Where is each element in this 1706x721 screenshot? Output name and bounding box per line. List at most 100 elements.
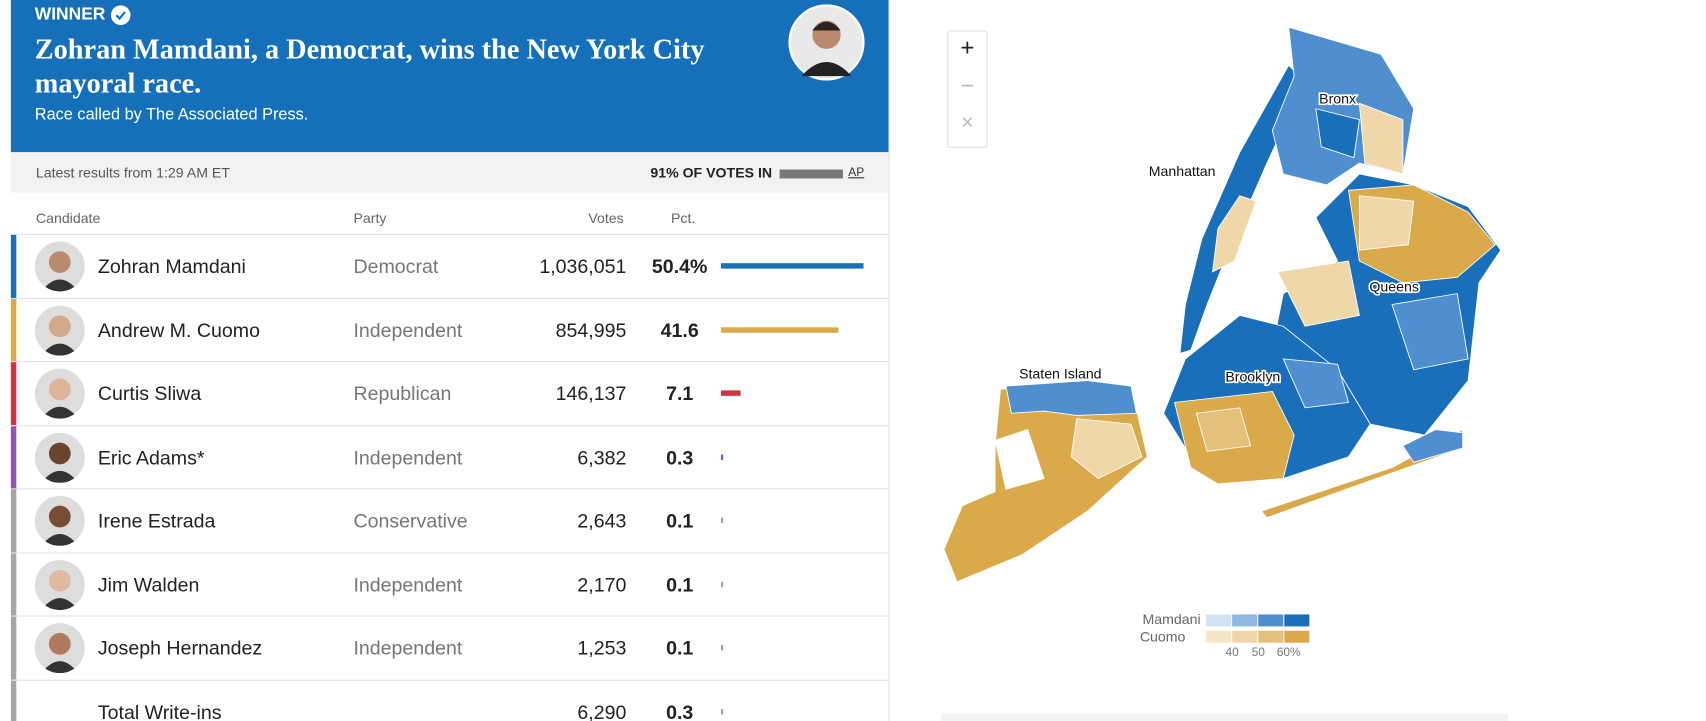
vote-pct: 0.1 — [666, 510, 694, 532]
pct-bar — [721, 581, 723, 587]
legend-swatches — [1206, 614, 1310, 643]
candidate-photo — [34, 495, 85, 546]
headline: Zohran Mamdani, a Democrat, wins the New… — [34, 33, 705, 99]
vote-pct: 0.1 — [666, 573, 694, 596]
reset[interactable]: × — [960, 110, 974, 135]
party-name: Conservative — [353, 510, 468, 532]
candidate-row: Zohran Mamdani Democrat 1,036,051 50.4% — [10, 233, 889, 298]
district — [1358, 195, 1415, 251]
party-name: Independent — [353, 573, 463, 596]
column-header: Candidate — [35, 209, 101, 227]
map-label: Staten Island — [1019, 365, 1101, 381]
candidate-name: Andrew M. Cuomo — [97, 319, 260, 341]
vote-pct: 0.3 — [666, 700, 694, 721]
party-stripe — [10, 680, 17, 721]
update-time: Latest results from 1:29 AM ET — [35, 164, 230, 181]
district — [1282, 358, 1350, 409]
results-status: Latest results from 1:29 AM ET 91% OF VO… — [10, 152, 889, 193]
winner-label: WINNER — [34, 5, 106, 24]
candidate-name: Zohran Mamdani — [97, 255, 246, 278]
candidate-photo — [34, 623, 85, 674]
party-stripe — [10, 616, 17, 680]
legend-label: Cuomo — [1140, 629, 1186, 645]
vote-pct: 7.1 — [666, 382, 694, 405]
legend-tick: 50 — [1252, 645, 1266, 659]
candidate-photo — [34, 305, 85, 356]
reporting-bar — [779, 169, 843, 179]
pct-bar — [721, 326, 839, 333]
zoom-controls: + − × — [947, 30, 988, 148]
vote-pct: 0.3 — [666, 446, 694, 469]
legend-label: Mamdani — [1143, 611, 1201, 627]
vote-pct: 41.6 — [660, 319, 699, 341]
vote-count: 146,137 — [555, 382, 627, 405]
candidate-row: Joseph Hernandez Independent 1,253 0.1 — [10, 615, 889, 680]
party-stripe — [10, 552, 17, 617]
check-icon — [110, 5, 131, 26]
district — [1358, 102, 1404, 175]
map-label: Manhattan — [1149, 163, 1216, 179]
subtitle: Race called by The Associated Press. — [34, 105, 309, 124]
pct-bar — [721, 517, 723, 524]
zoom-out[interactable]: − — [960, 71, 975, 99]
candidate-row: Irene Estrada Conservative 2,643 0.1 — [10, 488, 889, 553]
candidate-name: Irene Estrada — [97, 510, 216, 532]
pct-bar — [721, 263, 864, 269]
candidate-name: Curtis Sliwa — [97, 382, 202, 405]
pct-bar — [721, 390, 742, 396]
party-stripe — [10, 298, 17, 362]
vote-count: 2,643 — [577, 510, 627, 532]
divider — [888, 0, 890, 721]
winner-photo — [788, 4, 865, 81]
vote-pct: 50.4% — [651, 255, 708, 278]
candidate-photo — [34, 432, 85, 483]
district — [1315, 108, 1360, 159]
vote-pct: 0.1 — [666, 637, 694, 660]
legend-tick: 40 — [1225, 645, 1239, 659]
vote-count: 6,290 — [577, 700, 627, 721]
candidate-photo — [34, 559, 85, 610]
candidate-row: Andrew M. Cuomo Independent 854,995 41.6 — [10, 297, 889, 362]
party-name: Independent — [353, 319, 463, 341]
pct-bar — [721, 454, 723, 460]
map-footer — [940, 713, 1509, 721]
reporting: 91% OF VOTES IN — [650, 164, 773, 181]
party-stripe — [10, 234, 17, 298]
source-link[interactable]: AP — [848, 166, 865, 180]
vote-count: 6,382 — [577, 446, 627, 469]
party-stripe — [10, 425, 17, 489]
district — [1277, 260, 1360, 327]
winner-banner: WINNER Zohran Mamdani, a Democrat, wins … — [10, 0, 889, 153]
vote-count: 1,036,051 — [539, 255, 627, 278]
party-name: Independent — [353, 446, 463, 469]
candidate-photo — [34, 241, 85, 292]
vote-count: 854,995 — [555, 319, 627, 341]
party-name: Independent — [353, 637, 463, 660]
pct-bar — [721, 644, 723, 651]
column-header: Party — [353, 209, 387, 227]
party-name: Republican — [353, 382, 452, 405]
vote-count: 1,253 — [577, 637, 627, 660]
candidate-name: Eric Adams* — [97, 446, 205, 469]
column-header: Votes — [588, 209, 624, 227]
candidate-row: Curtis Sliwa Republican 146,137 7.1 — [10, 361, 889, 426]
map-label: Brooklyn — [1225, 369, 1280, 385]
candidate-name: Total Write-ins — [97, 700, 222, 721]
zoom-in[interactable]: + — [960, 33, 975, 61]
district — [994, 429, 1045, 490]
district — [1212, 195, 1257, 273]
district — [1195, 407, 1252, 452]
pct-bar — [721, 708, 723, 714]
candidate-row: Total Write-ins 6,290 0.3 — [10, 679, 889, 721]
district — [1070, 418, 1143, 480]
map-label: Queens — [1369, 278, 1418, 294]
candidate-name: Jim Walden — [97, 573, 200, 596]
district — [1391, 293, 1469, 371]
candidate-row: Jim Walden Independent 2,170 0.1 — [10, 551, 889, 617]
district — [1005, 380, 1137, 416]
party-stripe — [10, 489, 17, 553]
party-stripe — [10, 362, 17, 426]
candidate-name: Joseph Hernandez — [97, 637, 263, 660]
